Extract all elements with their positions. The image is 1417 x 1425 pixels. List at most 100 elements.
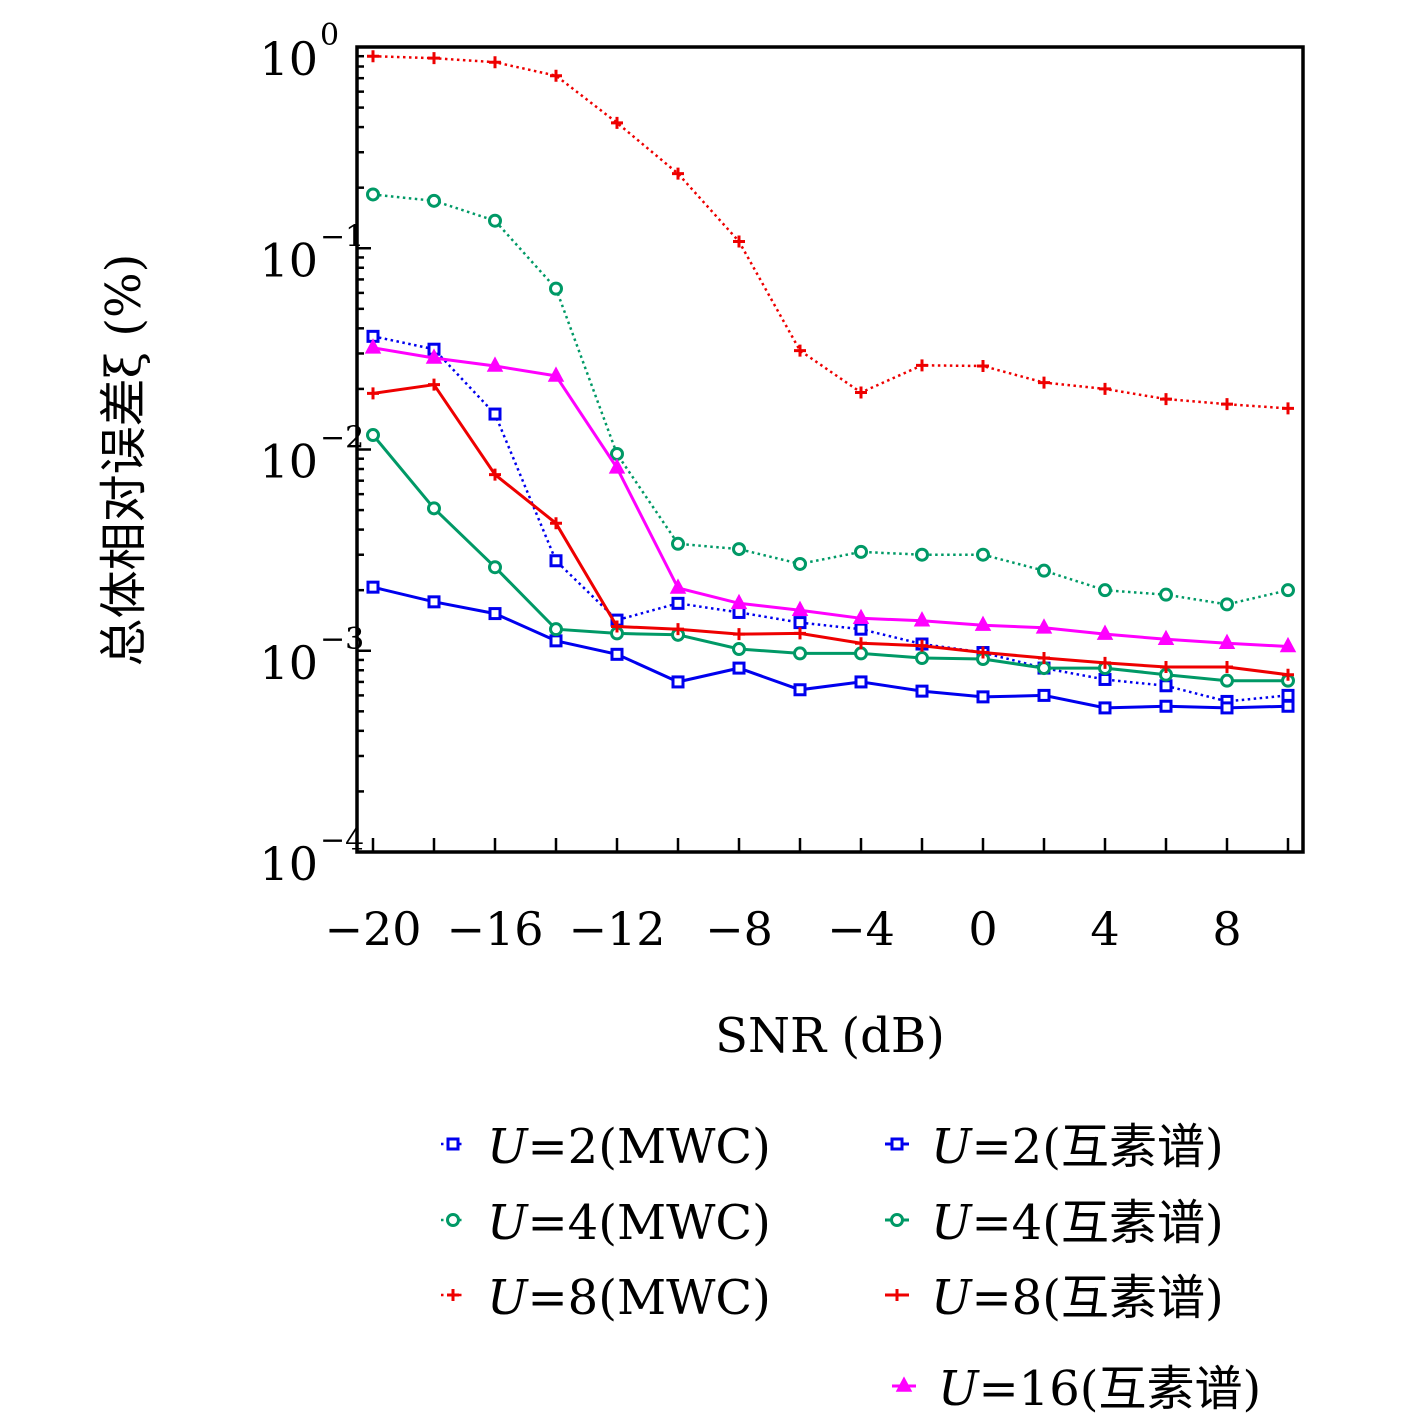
legend-swatch-marker	[891, 1289, 903, 1301]
legend-item-6: U=16(互素谱)	[892, 1361, 1261, 1417]
point-s0-8	[854, 622, 868, 636]
y-axis-label: 总体相对误差ξ (%)	[96, 254, 152, 667]
series-line-5	[372, 383, 1289, 677]
series-2	[366, 187, 1295, 612]
legend-item-5: U=8(互素谱)	[885, 1270, 1224, 1326]
legend-label: U=16(互素谱)	[938, 1361, 1261, 1417]
point-s6-13	[1157, 629, 1175, 646]
point-s2-13	[1159, 587, 1173, 602]
point-s1-15	[1281, 699, 1295, 713]
y-tick-label-1: 10	[259, 233, 318, 287]
point-s5-5	[672, 623, 684, 636]
point-s1-2	[488, 607, 502, 621]
point-s5-14	[1221, 661, 1233, 674]
point-s1-11	[1037, 688, 1051, 702]
point-s3-2	[488, 560, 502, 575]
point-s4-0	[367, 50, 379, 63]
legend-label: U=8(互素谱)	[931, 1270, 1224, 1326]
point-s6-1	[425, 348, 443, 364]
point-s2-14	[1220, 597, 1234, 612]
point-s4-14	[1221, 398, 1233, 411]
y-tick-exponent-2: −2	[320, 421, 364, 456]
point-s6-15	[1279, 636, 1297, 653]
point-s2-0	[366, 187, 380, 202]
point-s5-15	[1282, 668, 1294, 681]
series-6	[364, 338, 1297, 653]
point-s2-15	[1281, 583, 1295, 598]
point-s1-8	[854, 675, 868, 689]
x-tick-label-4: −4	[827, 902, 895, 956]
series-4	[367, 50, 1294, 415]
point-s6-2	[486, 356, 504, 372]
series-5	[367, 378, 1294, 681]
point-s6-10	[974, 615, 992, 631]
x-tick-label-3: −8	[705, 902, 773, 956]
point-s6-12	[1096, 624, 1114, 640]
point-s6-6	[730, 593, 748, 610]
legend-item-0: U=2(MWC)	[441, 1119, 771, 1175]
point-s1-7	[793, 683, 807, 697]
point-s1-4	[610, 647, 624, 661]
legend-swatch-marker	[895, 1376, 913, 1392]
x-axis-ticks: −20 −16 −12 −8 −4 0 4 8	[324, 838, 1290, 956]
point-s3-9	[915, 651, 929, 666]
x-tick-label-2: −12	[568, 902, 665, 956]
point-s1-5	[671, 675, 685, 689]
plot-series	[364, 50, 1297, 715]
point-s6-4	[608, 458, 626, 474]
point-s5-4	[611, 620, 623, 633]
y-tick-label-3: 10	[259, 636, 318, 690]
point-s4-2	[489, 56, 501, 69]
point-s6-7	[791, 600, 809, 616]
point-s2-4	[610, 446, 624, 461]
legend-item-1: U=2(互素谱)	[885, 1119, 1224, 1175]
point-s5-1	[428, 378, 440, 391]
point-s1-10	[976, 690, 990, 704]
point-s2-2	[488, 213, 502, 228]
point-s0-7	[793, 616, 807, 630]
point-s3-6	[732, 642, 746, 657]
point-s2-3	[549, 281, 563, 296]
point-s2-6	[732, 542, 746, 557]
y-tick-exponent-4: −4	[320, 823, 364, 858]
legend-label: U=2(互素谱)	[931, 1119, 1224, 1175]
x-tick-label-5: 0	[968, 902, 997, 956]
point-s4-4	[611, 116, 623, 129]
y-tick-label-0: 10	[259, 32, 318, 86]
series-1	[366, 580, 1295, 715]
legend-item-3: U=4(互素谱)	[885, 1195, 1224, 1251]
point-s2-5	[671, 536, 685, 551]
point-s6-3	[547, 366, 565, 382]
point-s2-8	[854, 544, 868, 559]
point-s1-0	[366, 580, 380, 594]
legend-label: U=2(MWC)	[487, 1119, 771, 1175]
point-s4-12	[1099, 382, 1111, 395]
legend-swatch-marker	[890, 1137, 904, 1151]
point-s5-0	[367, 387, 379, 400]
point-s4-8	[855, 386, 867, 399]
x-tick-label-1: −16	[446, 902, 543, 956]
point-s4-15	[1282, 402, 1294, 415]
point-s1-13	[1159, 699, 1173, 713]
point-s0-3	[549, 554, 563, 568]
point-s1-6	[732, 661, 746, 675]
point-s5-12	[1099, 656, 1111, 669]
legend-item-4: U=8(MWC)	[441, 1270, 771, 1326]
legend-item-2: U=4(MWC)	[441, 1195, 771, 1251]
x-tick-label-7: 8	[1212, 902, 1241, 956]
series-line-6	[372, 346, 1289, 648]
point-s1-9	[915, 684, 929, 698]
point-s2-1	[427, 193, 441, 208]
series-line-3	[371, 434, 1288, 683]
point-s4-10	[977, 359, 989, 372]
point-s6-8	[852, 608, 870, 625]
point-s1-12	[1098, 701, 1112, 715]
point-s6-9	[913, 611, 931, 627]
point-s3-14	[1220, 673, 1234, 688]
series-line-1	[372, 585, 1289, 710]
point-s1-1	[427, 595, 441, 609]
legend-swatch-marker	[890, 1213, 904, 1227]
y-tick-label-2: 10	[259, 435, 318, 489]
legend: U=2(MWC) U=2(互素谱) U=4(MWC) U=4(互素谱) U=8(MWC)…	[441, 1119, 1261, 1417]
